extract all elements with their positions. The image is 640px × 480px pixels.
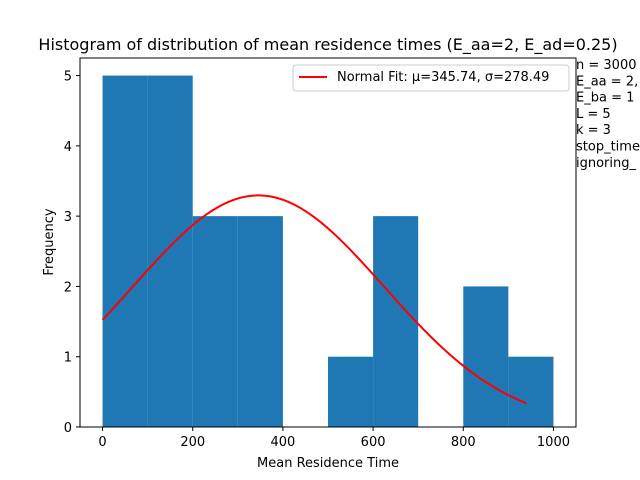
histogram-bar [463,286,509,427]
y-tick-label: 1 [64,351,72,366]
histogram-bar [147,75,193,428]
parameter-line: n = 3000 [576,58,636,73]
x-axis-ticks: 0 200 400 600 800 1000 [98,427,570,450]
histogram-bar [328,356,374,427]
parameter-line: E_ba = 1 [576,91,634,106]
parameter-line: E_aa = 2, [576,74,638,89]
histogram-bar [192,216,238,427]
histogram-bar [237,216,283,427]
x-tick-label: 800 [451,435,476,450]
normal-fit-curve [101,194,527,405]
legend: Normal Fit: μ=345.74, σ=278.49 [292,64,570,92]
parameter-line: k = 3 [576,123,611,138]
fit-curve-group [101,194,527,405]
histogram-bar [373,216,419,427]
y-axis-label: Frequency [42,208,57,275]
y-tick-label: 5 [64,70,72,85]
parameter-line: stop_time [576,140,640,155]
x-tick-label: 600 [361,435,386,450]
histogram-bar [102,75,148,428]
x-tick-label: 200 [180,435,205,450]
y-tick-label: 0 [64,421,72,436]
legend-label: Normal Fit: μ=345.74, σ=278.49 [337,70,549,85]
parameter-line: L = 5 [576,107,611,122]
x-axis-label: Mean Residence Time [257,456,399,471]
parameter-line: ignoring_ [576,156,637,171]
x-tick-label: 1000 [537,435,570,450]
plot-frame [79,57,577,428]
chart-title: Histogram of distribution of mean reside… [38,35,617,55]
y-tick-label: 3 [64,210,72,225]
histogram-bar [508,356,554,427]
y-axis-ticks: 0 1 2 3 4 5 [64,70,80,436]
x-tick-label: 0 [98,435,106,450]
y-tick-label: 2 [64,280,72,295]
legend-box [292,64,570,92]
x-tick-label: 400 [270,435,295,450]
y-tick-label: 4 [64,140,72,155]
bars-group [102,75,554,428]
